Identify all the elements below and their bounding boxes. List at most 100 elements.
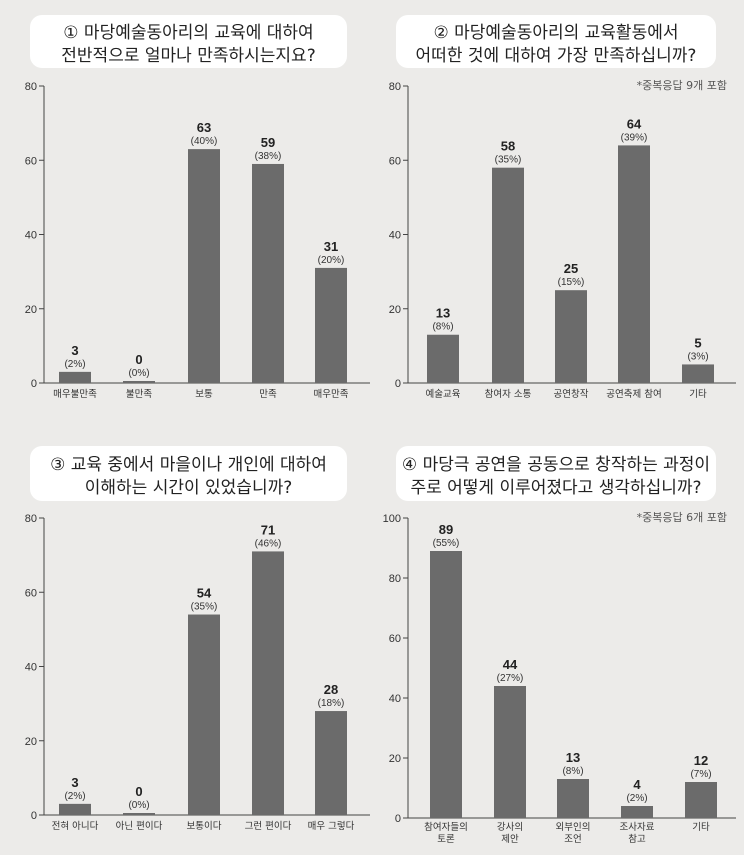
bar-percent-label: (27%) [497,673,524,684]
category-label: 만족 [259,389,277,400]
bar-value-label: 5 [694,335,701,350]
y-tick-label: 0 [31,810,37,822]
y-tick-label: 80 [25,81,37,93]
category-label: 기타 [692,822,710,833]
bar-value-label: 3 [71,775,78,790]
bar-percent-label: (7%) [690,769,711,780]
y-tick-label: 20 [25,736,37,748]
y-tick-label: 60 [25,155,37,167]
y-tick-label: 80 [389,81,401,93]
category-label: 외부인의 [556,821,591,833]
category-label: 조사자료 [620,822,655,833]
bar-value-label: 54 [197,586,212,601]
category-label: 공연축제 참여 [606,388,661,400]
category-label: 보통 [195,389,213,400]
bar [188,614,220,815]
bar-percent-label: (38%) [255,151,282,162]
y-tick-label: 80 [389,573,401,585]
category-label: 매우만족 [314,389,349,400]
bar-value-label: 12 [694,753,708,768]
bar-value-label: 31 [324,239,338,254]
y-tick-label: 100 [383,513,401,525]
y-tick-label: 20 [389,304,401,316]
y-tick-label: 40 [389,230,401,242]
bar [123,813,155,815]
y-tick-label: 80 [25,513,37,525]
y-tick-label: 20 [389,753,401,765]
category-label: 제안 [501,834,519,845]
y-tick-label: 60 [389,155,401,167]
bar [427,334,459,383]
y-tick-label: 60 [25,587,37,599]
category-label: 예술교육 [426,389,461,400]
bar [430,551,462,818]
bar-value-label: 59 [261,135,275,150]
title-panel [30,15,347,68]
bar [494,686,526,818]
title-panel [396,15,716,68]
bar-value-label: 4 [633,777,641,792]
bar [315,711,347,815]
bar-percent-label: (46%) [255,538,282,549]
bar-percent-label: (8%) [562,766,583,777]
bar-value-label: 0 [135,784,142,799]
category-label: 공연창작 [554,389,589,400]
bar-percent-label: (20%) [318,255,345,266]
bar-percent-label: (15%) [558,277,585,288]
y-tick-label: 60 [389,633,401,645]
category-label: 참여자들의 [424,821,468,833]
bar-value-label: 58 [501,139,515,154]
bar-percent-label: (2%) [626,793,647,804]
bar-value-label: 13 [436,306,450,321]
category-label: 참여자 소통 [485,388,532,400]
bar [555,290,587,383]
bar-percent-label: (8%) [432,322,453,333]
bar-value-label: 28 [324,682,338,697]
title-panel [30,446,347,501]
bar-percent-label: (35%) [495,155,522,166]
category-label: 토론 [437,834,455,845]
bar [618,145,650,383]
bar-percent-label: (2%) [64,359,85,370]
bar-percent-label: (0%) [128,368,149,379]
bar [621,806,653,818]
chart-title-line: 주로 어떻게 이루어졌다고 생각하십니까? [410,478,701,498]
bar-value-label: 89 [439,522,453,537]
bar-value-label: 0 [135,352,142,367]
bar [188,149,220,383]
y-tick-label: 0 [31,378,37,390]
bar [492,167,524,383]
chart-note: *중복응답 9개 포함 [637,79,727,92]
bar-value-label: 25 [564,261,578,276]
bar [557,779,589,818]
bar-percent-label: (3%) [687,351,708,362]
chart-note: *중복응답 6개 포함 [637,511,727,524]
chart-title-line: 전반적으로 얼마나 만족하시는지요? [61,46,315,66]
bar-percent-label: (39%) [621,132,648,143]
bar [252,551,284,815]
chart-title-line: ③ 교육 중에서 마을이나 개인에 대하여 [50,455,327,475]
bar [252,163,284,383]
bar-value-label: 71 [261,522,275,537]
category-label: 매우불만족 [53,389,97,400]
category-label: 참고 [628,834,646,845]
bar [682,364,714,383]
bar-value-label: 63 [197,120,211,135]
category-label: 매우 그렇다 [308,821,355,832]
y-tick-label: 0 [395,813,401,825]
y-tick-label: 0 [395,378,401,390]
bar-value-label: 13 [566,750,580,765]
category-label: 보통이다 [187,821,222,832]
y-tick-label: 40 [25,230,37,242]
chart-title-line: ① 마당예술동아리의 교육에 대하여 [63,23,313,43]
bar [685,782,717,818]
bar [315,267,347,383]
category-label: 그런 편이다 [245,820,292,832]
chart-title-line: 이해하는 시간이 있었습니까? [85,478,293,498]
y-tick-label: 20 [25,304,37,316]
category-label: 조언 [564,833,581,845]
